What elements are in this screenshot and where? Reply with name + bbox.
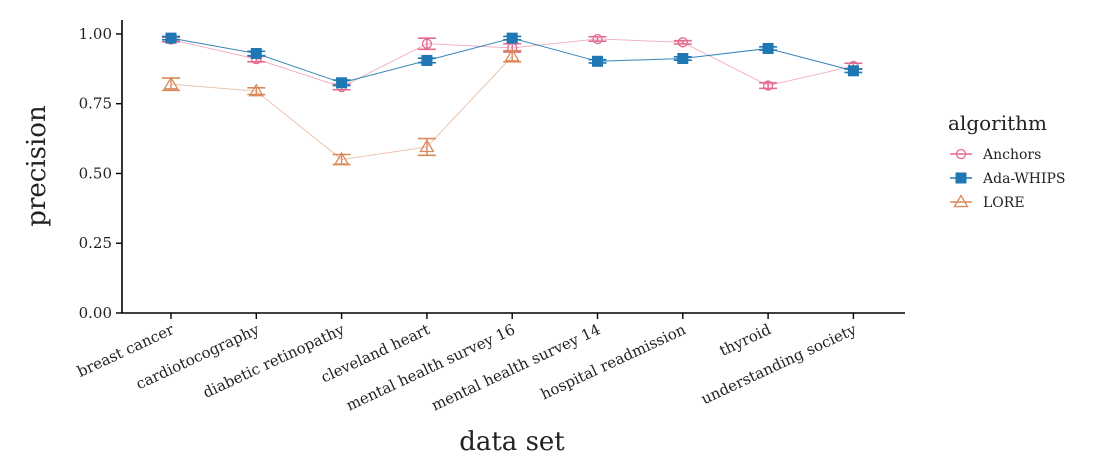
- data-point: [953, 194, 969, 208]
- y-tick-label: 0.00: [79, 304, 112, 322]
- legend-label: Anchors: [982, 147, 1041, 163]
- data-point: [762, 42, 774, 54]
- legend-item-anchors: Anchors: [950, 147, 1041, 163]
- data-point: [955, 148, 967, 160]
- x-axis-title: data set: [459, 427, 565, 457]
- data-point: [677, 53, 689, 65]
- series-ada-whips: [162, 32, 863, 89]
- legend-title: algorithm: [948, 111, 1047, 135]
- y-tick-label: 0.75: [79, 95, 112, 113]
- data-point: [419, 139, 435, 153]
- data-point: [762, 80, 774, 91]
- legend-item-lore: LORE: [950, 194, 1025, 211]
- data-point: [165, 32, 177, 44]
- y-tick-label: 1.00: [79, 25, 112, 43]
- data-point: [333, 151, 350, 165]
- data-point: [250, 47, 262, 59]
- x-tick-label: hospital readmission: [538, 320, 689, 403]
- data-point: [336, 77, 348, 89]
- legend-label: LORE: [983, 195, 1025, 211]
- data-point: [677, 37, 688, 48]
- data-point: [421, 54, 433, 66]
- data-point: [163, 76, 179, 90]
- y-tick-label: 0.50: [79, 164, 112, 182]
- y-axis-title: precision: [22, 105, 52, 227]
- legend-label: Ada-WHIPS: [982, 171, 1066, 187]
- data-point: [592, 55, 603, 67]
- data-point: [504, 48, 520, 62]
- series-line: [170, 55, 513, 160]
- data-point: [592, 33, 603, 45]
- data-point: [955, 172, 967, 184]
- x-tick-label: understanding society: [698, 320, 859, 408]
- legend-item-ada-whips: Ada-WHIPS: [950, 171, 1066, 187]
- data-point: [421, 38, 433, 49]
- data-point: [506, 32, 518, 44]
- series-lore: [162, 48, 522, 166]
- y-tick-label: 0.25: [79, 234, 112, 252]
- legend: algorithm Anchors Ada-WHIPS LORE: [948, 111, 1066, 211]
- data-point: [847, 65, 859, 77]
- x-tick-label: thyroid: [717, 320, 775, 360]
- x-tick-label: diabetic retinopathy: [200, 320, 348, 402]
- series-layer: [162, 32, 863, 166]
- data-point: [248, 83, 264, 97]
